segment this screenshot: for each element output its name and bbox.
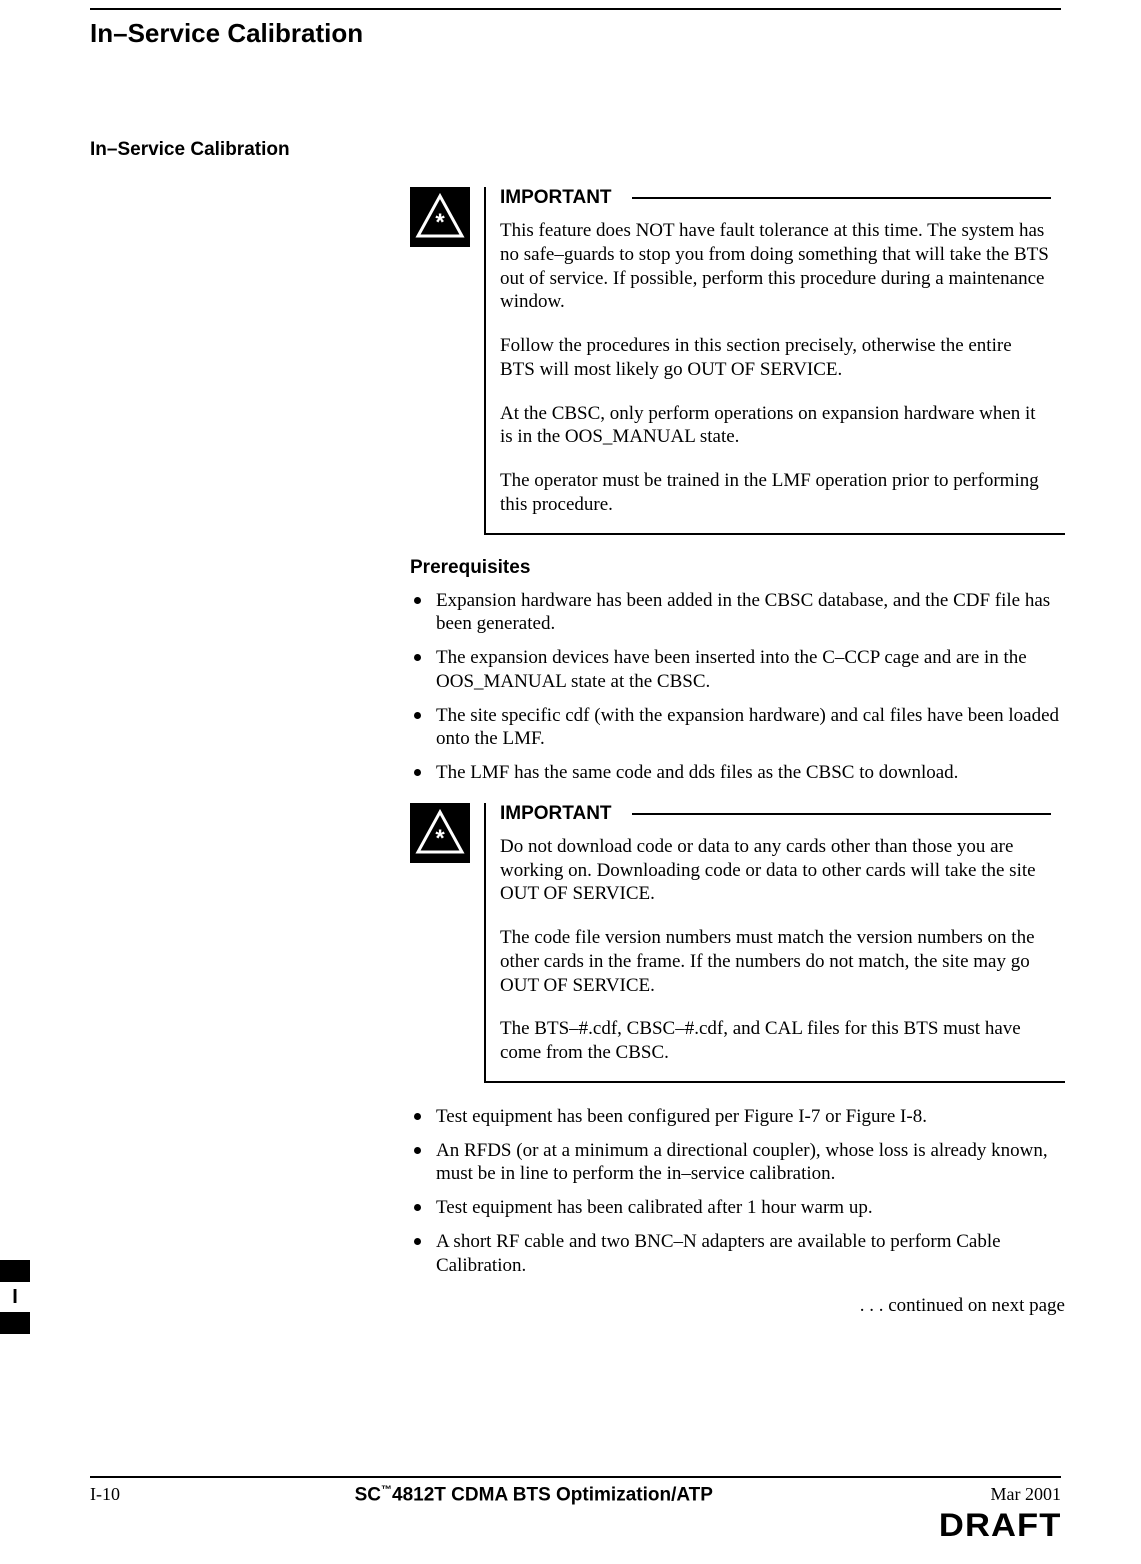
list-item: The expansion devices have been inserted… [410, 646, 1065, 694]
callout-label: IMPORTANT [500, 187, 632, 209]
prerequisites-heading: Prerequisites [410, 557, 1065, 579]
list-item: Test equipment has been configured per F… [410, 1105, 1065, 1129]
important-callout-1: * IMPORTANT This feature does NOT have f… [410, 187, 1065, 535]
svg-text:*: * [435, 209, 445, 236]
callout-text: Do not download code or data to any card… [500, 835, 1051, 1065]
svg-text:*: * [435, 825, 445, 852]
list-item: The LMF has the same code and dds files … [410, 761, 1065, 785]
callout-rule [632, 197, 1051, 199]
callout-rule [632, 813, 1051, 815]
continued-note: . . . continued on next page [410, 1295, 1065, 1317]
draft-watermark: DRAFT [939, 1507, 1061, 1544]
callout-paragraph: The operator must be trained in the LMF … [500, 469, 1051, 517]
additional-prerequisites-list: Test equipment has been configured per F… [410, 1105, 1065, 1278]
list-item: A short RF cable and two BNC–N adapters … [410, 1230, 1065, 1278]
callout-paragraph: This feature does NOT have fault toleran… [500, 219, 1051, 314]
footer-rule [90, 1476, 1061, 1478]
callout-paragraph: The code file version numbers must match… [500, 926, 1051, 997]
important-callout-2: * IMPORTANT Do not download code or data… [410, 803, 1065, 1083]
page-title: In–Service Calibration [90, 18, 1061, 49]
footer-date: Mar 2001 [948, 1484, 1061, 1505]
callout-paragraph: The BTS–#.cdf, CBSC–#.cdf, and CAL files… [500, 1017, 1051, 1065]
footer-title-prefix: SC [355, 1484, 381, 1505]
list-item: Expansion hardware has been added in the… [410, 589, 1065, 637]
top-rule [90, 8, 1061, 10]
callout-paragraph: At the CBSC, only perform operations on … [500, 402, 1051, 450]
callout-paragraph: Do not download code or data to any card… [500, 835, 1051, 906]
callout-label: IMPORTANT [500, 803, 632, 825]
trademark-symbol: ™ [381, 1484, 392, 1496]
section-side-tab: I [0, 1260, 30, 1334]
footer-title: SC™4812T CDMA BTS Optimization/ATP [120, 1484, 948, 1506]
page-footer: I-10 SC™4812T CDMA BTS Optimization/ATP … [90, 1476, 1061, 1544]
star-warning-icon: * [410, 803, 470, 863]
section-heading: In–Service Calibration [90, 139, 1061, 161]
star-warning-icon: * [410, 187, 470, 247]
side-tab-label: I [0, 1282, 30, 1312]
callout-paragraph: Follow the procedures in this section pr… [500, 334, 1051, 382]
list-item: Test equipment has been calibrated after… [410, 1196, 1065, 1220]
list-item: An RFDS (or at a minimum a directional c… [410, 1139, 1065, 1187]
footer-title-suffix: 4812T CDMA BTS Optimization/ATP [392, 1484, 713, 1505]
prerequisites-list: Expansion hardware has been added in the… [410, 589, 1065, 785]
callout-text: This feature does NOT have fault toleran… [500, 219, 1051, 517]
page-number: I-10 [90, 1484, 120, 1505]
list-item: The site specific cdf (with the expansio… [410, 704, 1065, 752]
